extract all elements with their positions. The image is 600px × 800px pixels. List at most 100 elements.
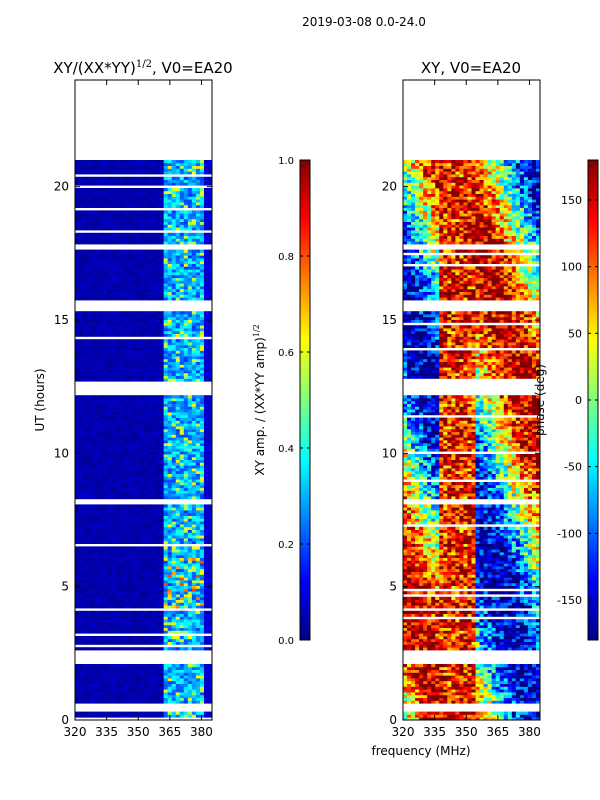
heatmap-cell: [111, 560, 116, 564]
heatmap-cell: [203, 465, 209, 469]
heatmap-cell: [103, 482, 108, 486]
heatmap-cell: [119, 560, 124, 564]
heatmap-cell: [187, 711, 193, 715]
heatmap-cell: [183, 613, 189, 617]
heatmap-cell: [123, 280, 128, 284]
heatmap-cell: [179, 568, 185, 572]
heatmap-cell: [151, 560, 156, 564]
heatmap-cell: [143, 417, 148, 421]
heatmap-cell: [83, 568, 88, 572]
heatmap-cell: [75, 638, 80, 642]
heatmap-cell: [135, 266, 140, 270]
heatmap-cell: [175, 277, 181, 281]
heatmap-cell: [83, 367, 88, 371]
heatmap-cell: [159, 330, 165, 334]
heatmap-cell: [83, 235, 88, 239]
heatmap-cell: [187, 515, 193, 519]
heatmap-cell: [191, 445, 197, 449]
heatmap-cell: [87, 465, 92, 469]
heatmap-cell: [127, 420, 132, 424]
heatmap-cell: [95, 532, 100, 536]
heatmap-cell: [187, 616, 193, 620]
heatmap-cell: [75, 409, 80, 413]
heatmap-cell: [115, 496, 120, 500]
heatmap-cell: [131, 350, 136, 354]
heatmap-cell: [199, 496, 205, 500]
heatmap-cell: [147, 364, 152, 368]
heatmap-cell: [195, 672, 201, 676]
heatmap-cell: [95, 252, 100, 256]
heatmap-cell: [139, 232, 144, 236]
heatmap-cell: [119, 235, 124, 239]
heatmap-cell: [139, 252, 144, 256]
heatmap-cell: [163, 423, 169, 427]
heatmap-cell: [99, 669, 104, 673]
heatmap-cell: [123, 610, 128, 614]
heatmap-cell: [155, 482, 161, 486]
heatmap-cell: [127, 316, 132, 320]
heatmap-cell: [87, 692, 92, 696]
heatmap-cell: [115, 602, 120, 606]
heatmap-cell: [87, 319, 92, 323]
heatmap-cell: [179, 518, 185, 522]
heatmap-cell: [199, 311, 205, 315]
heatmap-cell: [127, 700, 132, 704]
heatmap-cell: [131, 294, 136, 298]
heatmap-cell: [151, 232, 156, 236]
heatmap-cell: [159, 689, 165, 693]
heatmap-cell: [207, 675, 212, 679]
heatmap-cell: [207, 697, 212, 701]
heatmap-cell: [127, 605, 132, 609]
heatmap-cell: [143, 529, 148, 533]
heatmap-cell: [83, 316, 88, 320]
heatmap-cell: [187, 375, 193, 379]
heatmap-cell: [143, 622, 148, 626]
heatmap-cell: [103, 426, 108, 430]
heatmap-cell: [183, 342, 189, 346]
heatmap-cell: [95, 490, 100, 494]
heatmap-cell: [135, 526, 140, 530]
heatmap-cell: [103, 378, 108, 382]
heatmap-cell: [139, 563, 144, 567]
heatmap-cell: [163, 277, 169, 281]
heatmap-cell: [111, 456, 116, 460]
heatmap-cell: [119, 680, 124, 684]
heatmap-cell: [111, 692, 116, 696]
heatmap-cell: [103, 680, 108, 684]
heatmap-cell: [127, 462, 132, 466]
heatmap-cell: [139, 686, 144, 690]
heatmap-cell: [107, 344, 112, 348]
heatmap-cell: [163, 353, 169, 357]
heatmap-cell: [183, 347, 189, 351]
heatmap-cell: [91, 692, 96, 696]
heatmap-cell: [127, 249, 132, 253]
heatmap-cell: [143, 468, 148, 472]
heatmap-cell: [115, 700, 120, 704]
heatmap-cell: [135, 596, 140, 600]
heatmap-cell: [123, 375, 128, 379]
heatmap-cell: [143, 535, 148, 539]
heatmap-cell: [167, 666, 173, 670]
heatmap-cell: [151, 426, 156, 430]
heatmap-cell: [143, 272, 148, 276]
heatmap-cell: [163, 316, 169, 320]
heatmap-cell: [159, 602, 165, 606]
heatmap-cell: [183, 588, 189, 592]
heatmap-cell: [203, 585, 209, 589]
heatmap-cell: [111, 552, 116, 556]
heatmap-cell: [103, 330, 108, 334]
heatmap-cell: [171, 560, 177, 564]
heatmap-cell: [135, 412, 140, 416]
heatmap-cell: [91, 370, 96, 374]
heatmap-cell: [199, 367, 205, 371]
heatmap-cell: [203, 269, 209, 273]
heatmap-cell: [175, 574, 181, 578]
heatmap-cell: [79, 535, 84, 539]
heatmap-cell: [87, 540, 92, 544]
heatmap-cell: [99, 235, 104, 239]
heatmap-cell: [87, 714, 92, 718]
heatmap-cell: [103, 347, 108, 351]
heatmap-cell: [155, 325, 161, 329]
heatmap-cell: [171, 235, 177, 239]
heatmap-cell: [207, 560, 212, 564]
